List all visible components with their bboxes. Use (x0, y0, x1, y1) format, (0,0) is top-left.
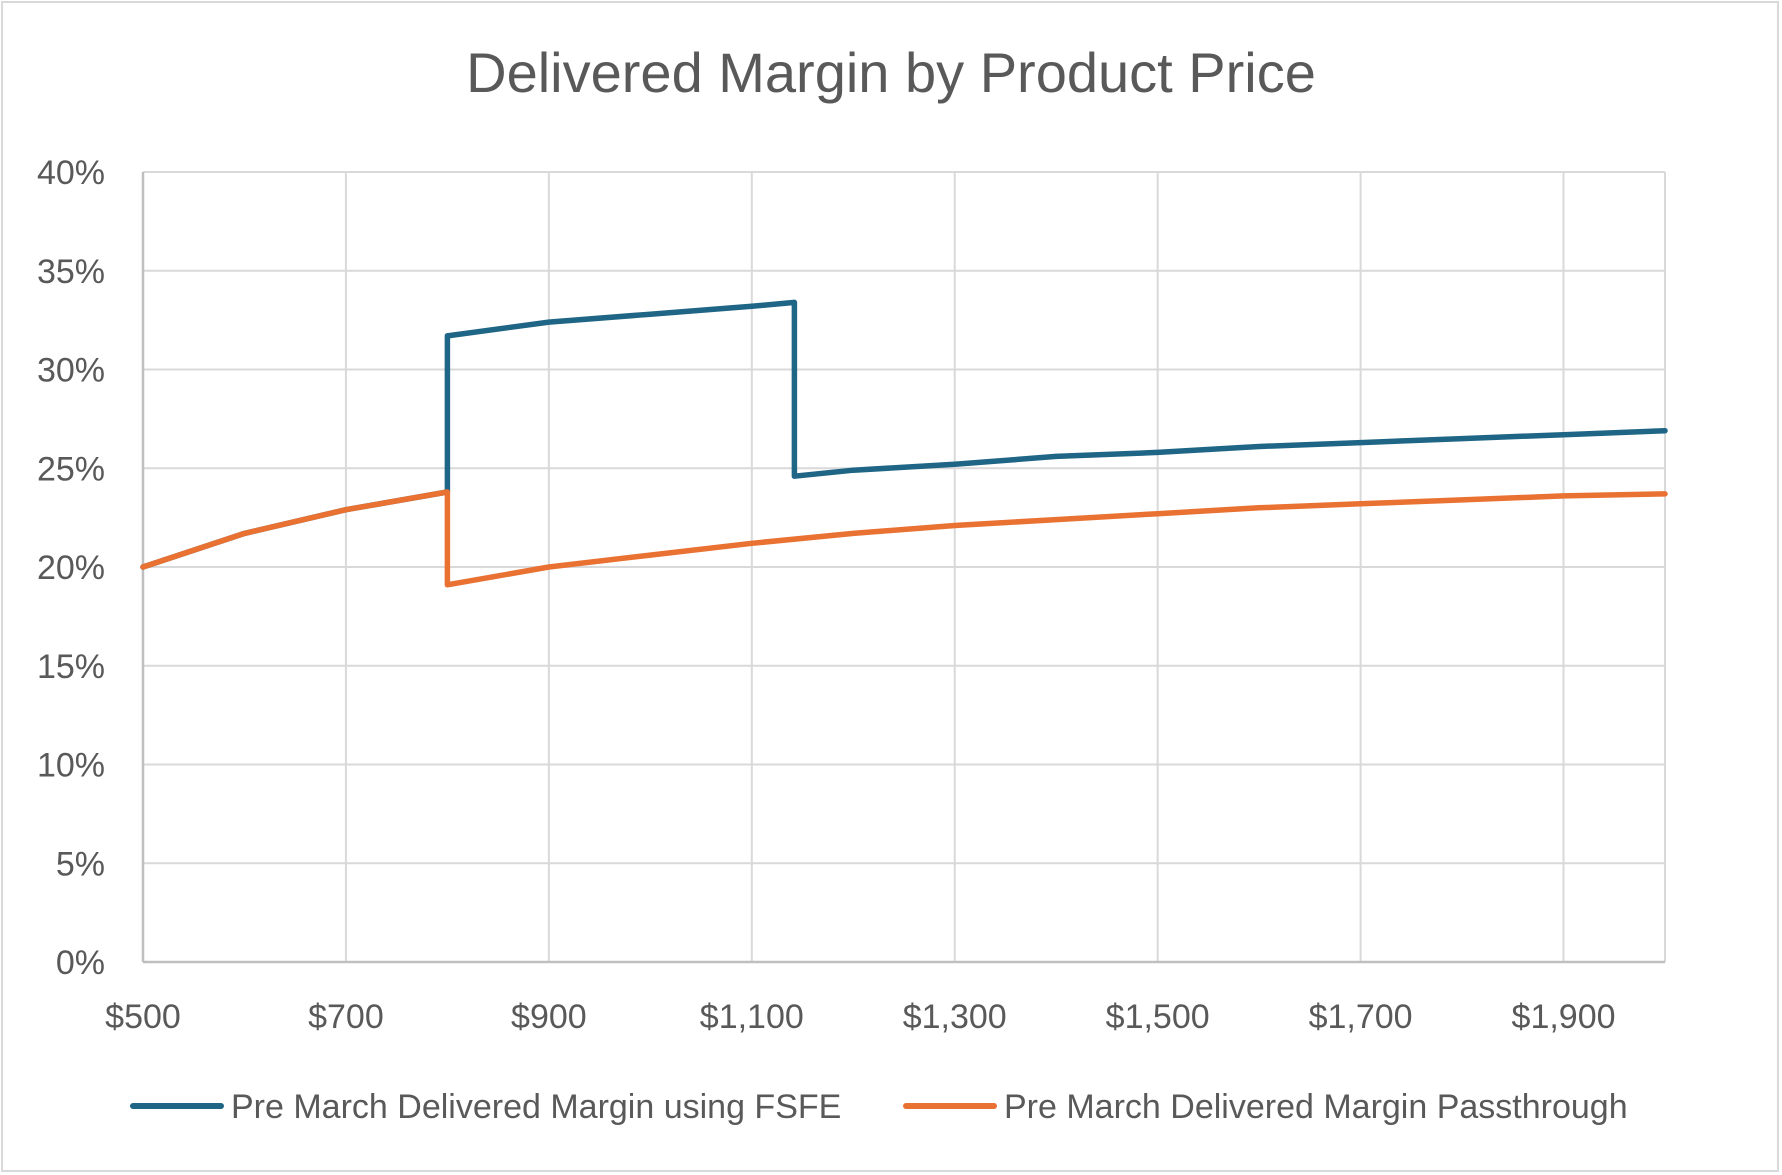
y-tick-label: 15% (37, 648, 105, 686)
y-tick-label: 5% (56, 845, 105, 883)
y-tick-label: 25% (37, 450, 105, 488)
x-tick-label: $1,300 (903, 998, 1007, 1036)
y-tick-label: 40% (37, 154, 105, 192)
x-tick-label: $500 (105, 998, 181, 1036)
y-tick-label: 35% (37, 253, 105, 291)
x-tick-label: $1,100 (700, 998, 804, 1036)
x-tick-label: $700 (308, 998, 384, 1036)
x-tick-label: $1,700 (1309, 998, 1413, 1036)
x-axis-ticks: $500 $700 $900 $1,100 $1,300 $1,500 $1,700 $1,9… (105, 998, 1615, 1036)
gridlines (141, 171, 1666, 964)
y-axis-ticks: 0% 5% 10% 15% 20% 25% 30% 35% 40% (37, 154, 105, 982)
series-lines (140, 299, 1668, 588)
x-tick-label: $1,900 (1512, 998, 1616, 1036)
y-tick-label: 30% (37, 352, 105, 390)
series-line-passthrough (140, 489, 1668, 588)
chart-title: Delivered Margin by Product Price (466, 41, 1316, 104)
legend-label-passthrough: Pre March Delivered Margin Passthrough (1004, 1088, 1628, 1126)
y-tick-label: 10% (37, 747, 105, 785)
legend: Pre March Delivered Margin using FSFE Pre… (130, 1088, 1628, 1126)
y-tick-label: 20% (37, 549, 105, 587)
legend-label-fsfe: Pre March Delivered Margin using FSFE (231, 1088, 841, 1126)
x-tick-label: $900 (511, 998, 587, 1036)
x-tick-label: $1,500 (1106, 998, 1210, 1036)
y-tick-label: 0% (56, 944, 105, 982)
